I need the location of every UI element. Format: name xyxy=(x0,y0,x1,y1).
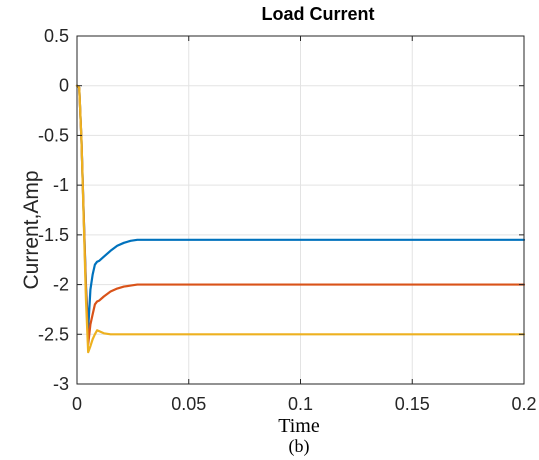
y-tick-label: 0 xyxy=(59,76,69,96)
y-tick-label: -1 xyxy=(53,175,69,195)
y-tick-label: -3 xyxy=(53,374,69,394)
x-tick-label: 0.1 xyxy=(288,394,313,414)
chart-title: Load Current xyxy=(261,4,374,24)
x-tick-label: 0.2 xyxy=(511,394,536,414)
y-axis-label: Current,Amp xyxy=(20,170,43,289)
plot-area: 0 0.05 0.1 0.15 0.2 0.5 0 -0.5 -1 -1.5 -2 -2.5 -3 xyxy=(38,26,537,414)
y-tick-label: 0.5 xyxy=(44,26,69,46)
y-tick-label: -1.5 xyxy=(38,225,69,245)
y-tick-label: -2 xyxy=(53,275,69,295)
series-line-3 xyxy=(75,84,526,354)
series-group xyxy=(75,84,526,354)
x-tick-label: 0.15 xyxy=(395,394,430,414)
ticks: 0 0.05 0.1 0.15 0.2 0.5 0 -0.5 -1 -1.5 -2 -2.5 -3 xyxy=(38,26,537,414)
x-axis-label: Time xyxy=(278,415,320,437)
x-tick-label: 0 xyxy=(72,394,82,414)
figure-caption: (b) xyxy=(289,436,310,457)
y-tick-label: -2.5 xyxy=(38,324,69,344)
x-tick-label: 0.05 xyxy=(171,394,206,414)
y-tick-label: -0.5 xyxy=(38,125,69,145)
